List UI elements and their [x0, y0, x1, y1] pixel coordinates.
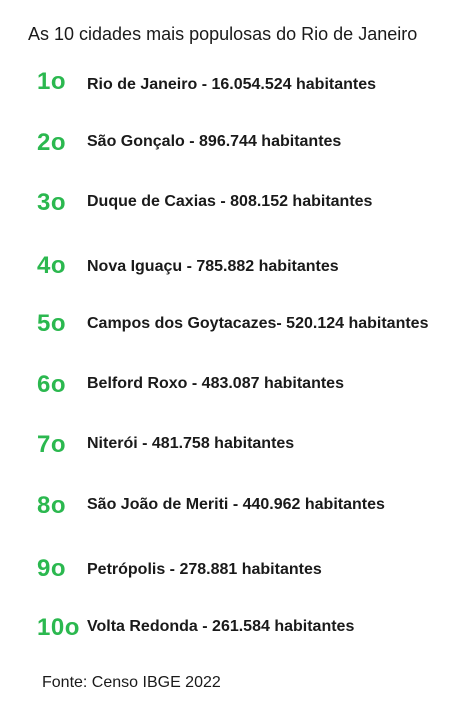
city-entry: Rio de Janeiro - 16.054.524 habitantes — [87, 76, 377, 93]
rank-number: 3o — [37, 189, 67, 216]
city-entry: Duque de Caxias - 808.152 habitantes — [87, 193, 373, 210]
rank-number: 2o — [37, 129, 67, 156]
rank-number: 4o — [37, 252, 67, 279]
city-entry: Petrópolis - 278.881 habitantes — [87, 561, 322, 578]
rank-number: 9o — [37, 555, 67, 582]
rank-number: 7o — [37, 431, 67, 458]
rank-number: 5o — [37, 310, 67, 337]
source-note: Fonte: Censo IBGE 2022 — [42, 674, 221, 691]
city-entry: Belford Roxo - 483.087 habitantes — [87, 375, 344, 392]
city-entry: Volta Redonda - 261.584 habitantes — [87, 618, 355, 635]
city-entry: Campos dos Goytacazes- 520.124 habitante… — [87, 315, 429, 332]
city-entry: São Gonçalo - 896.744 habitantes — [87, 133, 342, 150]
rank-number: 1o — [37, 68, 67, 95]
rank-number: 10o — [37, 614, 80, 641]
page-title: As 10 cidades mais populosas do Rio de J… — [28, 24, 418, 44]
city-entry: Niterói - 481.758 habitantes — [87, 435, 295, 452]
rank-number: 6o — [37, 371, 67, 398]
city-entry: Nova Iguaçu - 785.882 habitantes — [87, 258, 339, 275]
rank-number: 8o — [37, 492, 67, 519]
city-entry: São João de Meriti - 440.962 habitantes — [87, 496, 385, 513]
